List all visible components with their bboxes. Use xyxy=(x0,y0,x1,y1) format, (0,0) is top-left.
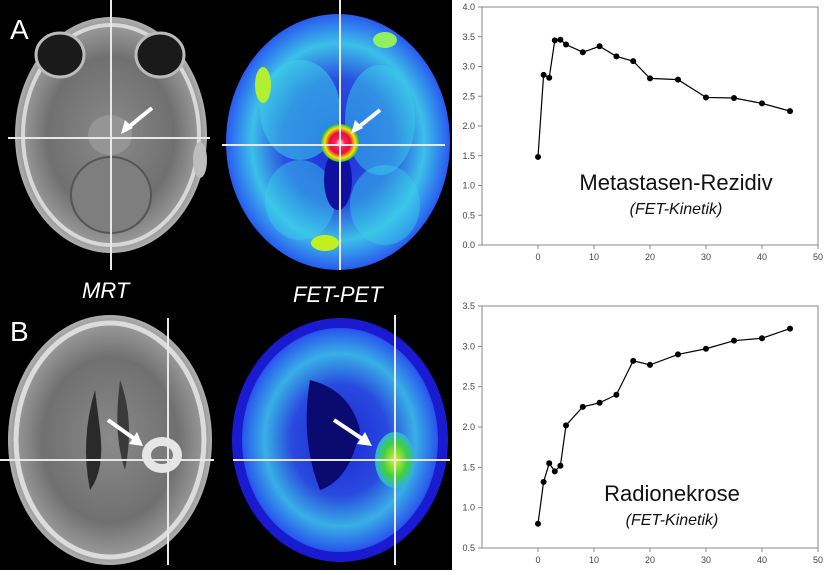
chart-b-x-tick-label: 20 xyxy=(645,555,655,565)
chart-a-data-point xyxy=(563,41,569,48)
chart-a-y-tick-label: 3.5 xyxy=(462,32,475,42)
chart-a-data-point xyxy=(759,100,765,107)
chart-a-y-tick-label: 2.5 xyxy=(462,91,475,101)
chart-a-y-tick-label: 0.0 xyxy=(462,240,475,250)
modality-label-mrt: MRT xyxy=(82,278,130,303)
chart-a-annotation-title: Metastasen-Rezidiv xyxy=(579,170,772,195)
chart-a-data-point xyxy=(787,108,793,115)
panel-letter-a: A xyxy=(10,14,29,45)
chart-a-data-point xyxy=(557,36,564,43)
chart-b-y-tick-label: 2.5 xyxy=(462,382,475,392)
chart-a-x-tick-label: 50 xyxy=(813,252,823,262)
chart-b-data-point xyxy=(546,460,553,467)
pet-scan-b xyxy=(232,315,450,565)
modality-label-fet-pet: FET-PET xyxy=(293,282,383,307)
scan-images xyxy=(0,0,450,565)
chart-b-y-tick-label: 3.0 xyxy=(462,341,475,351)
chart-a-series-line xyxy=(537,39,791,157)
chart-a-data-point xyxy=(546,74,553,81)
chart-b-y-tick-label: 2.0 xyxy=(462,422,475,432)
chart-a-data-point xyxy=(535,153,541,160)
chart-a-y-tick-label: 3.0 xyxy=(462,62,475,72)
chart-a-data-point xyxy=(596,43,603,50)
chart-a-y-tick-label: 1.5 xyxy=(462,151,475,161)
chart-b-data-point xyxy=(563,422,569,429)
chart-a-y-tick-label: 0.5 xyxy=(462,210,475,220)
chart-a-y-tick-label: 2.0 xyxy=(462,121,475,131)
chart-b-x-tick-label: 40 xyxy=(757,555,767,565)
chart-a-x-tick-label: 40 xyxy=(757,252,767,262)
chart-a-x-tick-label: 0 xyxy=(535,252,540,262)
chart-b-data-point xyxy=(647,361,653,368)
chart-a-data-point xyxy=(579,49,586,56)
chart-a-data-point xyxy=(630,58,637,65)
chart-b-annotation-subtitle: (FET-Kinetik) xyxy=(626,512,719,529)
chart-a-annotation-subtitle: (FET-Kinetik) xyxy=(630,201,723,218)
chart-a-data-point xyxy=(731,95,737,102)
chart-b-x-tick-label: 50 xyxy=(813,555,823,565)
image-panel: A B MRT FET-PET xyxy=(0,0,452,570)
chart-a-data-point xyxy=(540,71,547,78)
chart-b-data-point xyxy=(596,399,603,406)
chart-b-data-point xyxy=(703,345,709,352)
chart-b-data-point xyxy=(759,335,765,342)
chart-a-x-tick-label: 10 xyxy=(589,252,599,262)
chart-b-data-point xyxy=(787,325,793,332)
chart-b-annotation-title: Radionekrose xyxy=(604,481,740,506)
chart-b-svg: 0.5 1.0 1.5 2.0 2.5 3.0 3.5 0 10 20 30 40 50 Radionek… xyxy=(462,301,823,565)
chart-a-x-tick-label: 30 xyxy=(701,252,711,262)
chart-b-y-tick-label: 1.0 xyxy=(462,503,475,513)
chart-b-data-point xyxy=(551,468,558,475)
panel-letter-b: B xyxy=(10,316,29,347)
chart-a-y-tick-label: 1.0 xyxy=(462,181,475,191)
chart-b-x-tick-label: 10 xyxy=(589,555,599,565)
chart-b-data-point xyxy=(731,337,737,344)
chart-a: 0.0 0.5 1.0 1.5 2.0 2.5 3.0 3.5 4.0 0 10 20 30 40 50 Me… xyxy=(452,0,832,285)
chart-b-y-tick-label: 1.5 xyxy=(462,462,475,472)
pet-scan-a xyxy=(222,0,450,270)
chart-b-data-point xyxy=(535,520,541,527)
chart-b-series-line xyxy=(537,328,791,524)
chart-b-y-tick-label: 3.5 xyxy=(462,301,475,311)
chart-b-y-tick-label: 0.5 xyxy=(462,543,475,553)
chart-a-x-tick-label: 20 xyxy=(645,252,655,262)
mrt-scan-b xyxy=(0,315,214,565)
chart-b-data-point xyxy=(675,351,681,358)
chart-b-x-tick-label: 30 xyxy=(701,555,711,565)
chart-b-data-point xyxy=(579,403,586,410)
chart-b-data-point xyxy=(630,357,637,364)
chart-a-svg: 0.0 0.5 1.0 1.5 2.0 2.5 3.0 3.5 4.0 0 10 20 30 40 50 Me… xyxy=(462,2,823,262)
chart-a-data-point xyxy=(703,94,709,101)
chart-a-data-point xyxy=(613,53,620,60)
chart-a-y-tick-label: 4.0 xyxy=(462,2,475,12)
chart-b-data-point xyxy=(540,478,547,485)
chart-b-data-point xyxy=(613,391,620,398)
chart-a-data-point xyxy=(551,37,558,44)
chart-b-x-tick-label: 0 xyxy=(535,555,540,565)
chart-a-data-point xyxy=(647,75,653,82)
chart-a-data-point xyxy=(675,76,681,83)
mrt-scan-a xyxy=(8,0,210,270)
chart-b: 0.5 1.0 1.5 2.0 2.5 3.0 3.5 0 10 20 30 40 50 Radionek… xyxy=(452,295,832,570)
chart-b-data-point xyxy=(557,462,564,469)
